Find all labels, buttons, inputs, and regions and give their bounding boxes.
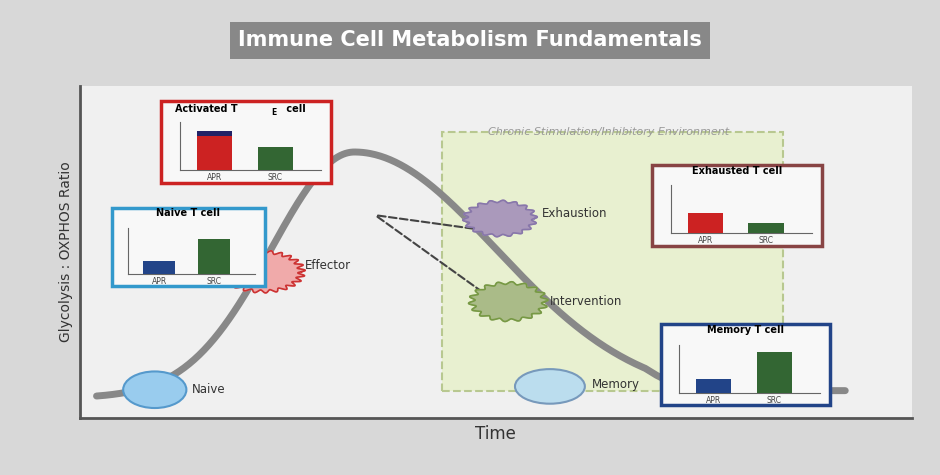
Bar	[757, 352, 792, 393]
Bar	[696, 380, 731, 393]
Text: Naive: Naive	[192, 383, 226, 396]
Text: Exhausted T cell: Exhausted T cell	[692, 166, 782, 176]
Text: Immune Cell Metabolism Fundamentals: Immune Cell Metabolism Fundamentals	[238, 30, 702, 50]
Text: APR: APR	[151, 276, 167, 285]
Bar	[748, 223, 784, 233]
Text: Chronic Stimulation/Inhibitory Environment: Chronic Stimulation/Inhibitory Environme…	[488, 127, 728, 137]
FancyBboxPatch shape	[112, 208, 264, 285]
Polygon shape	[221, 250, 306, 293]
Text: SRC: SRC	[767, 396, 782, 405]
Text: Exhaustion: Exhaustion	[541, 207, 607, 220]
FancyBboxPatch shape	[661, 324, 830, 405]
Ellipse shape	[123, 371, 186, 408]
Text: APR: APR	[706, 396, 721, 405]
Text: Effector: Effector	[305, 258, 351, 272]
Text: APR: APR	[697, 237, 713, 245]
X-axis label: Time: Time	[476, 425, 516, 443]
Bar	[196, 131, 232, 136]
Bar	[198, 239, 230, 274]
Polygon shape	[462, 200, 538, 237]
Polygon shape	[468, 282, 548, 322]
Text: Intervention: Intervention	[550, 295, 622, 308]
Text: ?: ?	[503, 292, 514, 311]
Text: APR: APR	[207, 173, 222, 182]
Text: E: E	[272, 108, 276, 117]
FancyBboxPatch shape	[652, 165, 822, 246]
Text: SRC: SRC	[268, 173, 283, 182]
Text: SRC: SRC	[759, 237, 774, 245]
Text: Naive T cell: Naive T cell	[156, 209, 220, 218]
Text: Memory: Memory	[591, 378, 639, 391]
Text: cell: cell	[283, 104, 306, 114]
Bar	[144, 261, 175, 274]
Ellipse shape	[515, 369, 585, 404]
Text: Activated T: Activated T	[175, 104, 238, 114]
Text: Memory T cell: Memory T cell	[707, 325, 784, 335]
FancyBboxPatch shape	[442, 132, 783, 391]
Text: SRC: SRC	[207, 276, 222, 285]
Bar	[258, 147, 293, 170]
Bar	[196, 131, 232, 170]
Bar	[687, 213, 723, 233]
FancyBboxPatch shape	[162, 102, 331, 182]
Y-axis label: Glycolysis : OXPHOS Ratio: Glycolysis : OXPHOS Ratio	[59, 162, 73, 342]
